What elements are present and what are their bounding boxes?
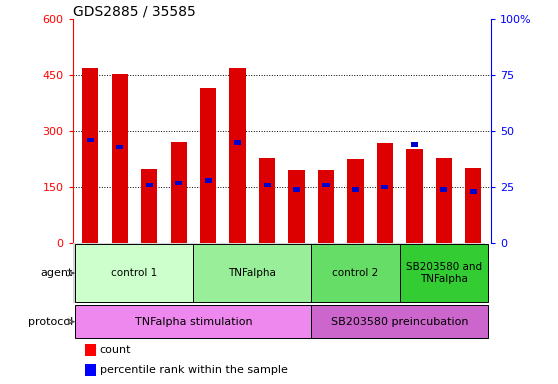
Bar bbox=[86, 138, 94, 142]
Text: protocol: protocol bbox=[28, 317, 73, 327]
Bar bbox=[200, 88, 216, 243]
Bar bbox=[75, 245, 194, 302]
Text: agent: agent bbox=[41, 268, 73, 278]
Text: SB203580 preincubation: SB203580 preincubation bbox=[331, 317, 468, 327]
Bar bbox=[85, 344, 95, 356]
Bar bbox=[323, 183, 330, 187]
Text: percentile rank within the sample: percentile rank within the sample bbox=[100, 365, 287, 375]
Text: GDS2885 / 35585: GDS2885 / 35585 bbox=[73, 4, 195, 18]
Bar bbox=[116, 145, 123, 149]
Bar bbox=[171, 142, 187, 243]
Bar bbox=[311, 305, 488, 338]
Text: control 1: control 1 bbox=[111, 268, 157, 278]
Bar bbox=[229, 68, 246, 243]
Bar bbox=[411, 142, 418, 147]
Bar bbox=[75, 305, 311, 338]
Bar bbox=[194, 245, 311, 302]
Bar bbox=[146, 183, 153, 187]
Text: TNFalpha: TNFalpha bbox=[228, 268, 276, 278]
Bar bbox=[112, 74, 128, 243]
Bar bbox=[311, 245, 400, 302]
Bar bbox=[205, 178, 211, 183]
Bar bbox=[234, 140, 241, 145]
Text: SB203580 and
TNFalpha: SB203580 and TNFalpha bbox=[406, 262, 482, 284]
Bar bbox=[440, 187, 448, 192]
Text: count: count bbox=[100, 345, 131, 355]
Bar bbox=[352, 187, 359, 192]
Bar bbox=[288, 170, 305, 243]
Bar bbox=[85, 364, 95, 376]
Bar bbox=[175, 180, 182, 185]
Bar bbox=[377, 143, 393, 243]
Bar bbox=[400, 245, 488, 302]
Bar bbox=[293, 187, 300, 192]
Bar bbox=[406, 149, 422, 243]
Bar bbox=[141, 169, 157, 243]
Bar bbox=[259, 158, 275, 243]
Text: TNFalpha stimulation: TNFalpha stimulation bbox=[134, 317, 252, 327]
Bar bbox=[82, 68, 98, 243]
Bar bbox=[382, 185, 388, 189]
Bar bbox=[318, 170, 334, 243]
Bar bbox=[348, 159, 364, 243]
Bar bbox=[263, 183, 271, 187]
Text: control 2: control 2 bbox=[333, 268, 378, 278]
Bar bbox=[470, 189, 477, 194]
Bar bbox=[465, 168, 482, 243]
Bar bbox=[436, 158, 452, 243]
